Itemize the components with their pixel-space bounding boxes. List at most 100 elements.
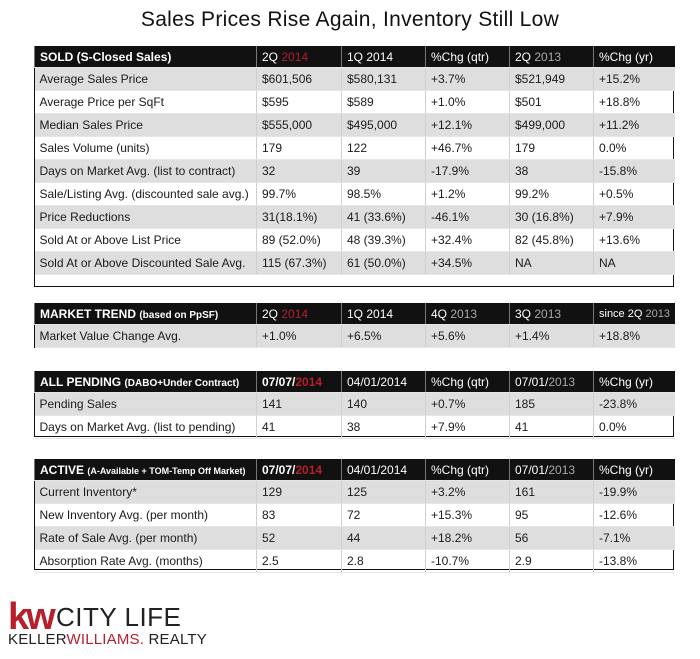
row-value: 89 (52.0%) [256,228,342,252]
row-value: +1.4% [509,324,594,348]
row-value: $580,131 [341,67,426,91]
table-row: Median Sales Price $555,000 $495,000 +12.1%… [34,113,675,137]
row-value: $601,506 [256,67,342,91]
row-value: +0.7% [425,392,510,416]
table-row: New Inventory Avg. (per month) 83 72 +15.3%… [34,503,675,527]
row-value: +5.6% [425,324,510,348]
table-row: Price Reductions 31(18.1%) 41 (33.6%) -46.1… [34,205,675,229]
trend-header-4q-2013: 4Q 2013 [425,303,510,325]
row-label: Current Inventory* [34,480,257,504]
row-value: 31(18.1%) [256,205,342,229]
row-value: +34.5% [425,251,510,275]
sold-header-1q-2014: 1Q 2014 [341,46,426,68]
row-value: 99.2% [509,182,594,206]
row-value: -46.1% [425,205,510,229]
kw-logo-mark: kw [8,596,56,638]
trend-header-2q-2014: 2Q 2014 [256,303,342,325]
table-row: Market Value Change Avg. +1.0% +6.5% +5.6% +… [34,324,675,348]
row-value: NA [593,251,675,275]
table-row: Sale/Listing Avg. (discounted sale avg.)… [34,182,675,206]
row-value: $499,000 [509,113,594,137]
row-value: +13.6% [593,228,675,252]
pending-header-chg-qtr: %Chg (qtr) [425,371,510,393]
table-row: Sales Volume (units) 179 122 +46.7% 179 0.0% [34,136,675,160]
row-value: 82 (45.8%) [509,228,594,252]
row-value: +15.2% [593,67,675,91]
row-value: 44 [341,526,426,550]
row-value: +11.2% [593,113,675,137]
market-trend-table: MARKET TREND (based on PpSF) 2Q 2014 1Q … [34,303,675,348]
row-label: Market Value Change Avg. [34,324,257,348]
sold-header-chg-qtr: %Chg (qtr) [425,46,510,68]
table-row: Sold At or Above Discounted Sale Avg. 115… [34,251,675,275]
row-label: Average Sales Price [34,67,257,91]
active-header-04-01-2014: 04/01/2014 [341,459,426,481]
row-value: $495,000 [341,113,426,137]
row-label: Sold At or Above List Price [34,228,257,252]
row-value: +6.5% [341,324,426,348]
row-value: 48 (39.3%) [341,228,426,252]
row-value: 0.0% [593,136,675,160]
page-title: Sales Prices Rise Again, Inventory Still… [140,8,560,31]
row-value: -15.8% [593,159,675,183]
table-row: Pending Sales 141 140 +0.7% 185 -23.8% [34,392,675,416]
all-pending-table: ALL PENDING (DABO+Under Contract) 07/07/… [34,371,675,439]
row-value: 129 [256,480,342,504]
trend-header-row: MARKET TREND (based on PpSF) 2Q 2014 1Q … [34,303,675,325]
city-life-wordmark: CITY LIFE [56,602,182,632]
row-label: New Inventory Avg. (per month) [34,503,257,527]
active-table: ACTIVE (A-Available + TOM-Temp Off Marke… [34,459,675,573]
table-row: Sold At or Above List Price 89 (52.0%) 48 … [34,228,675,252]
row-value: 41 [256,415,342,439]
row-value: $501 [509,90,594,114]
row-label: Rate of Sale Avg. (per month) [34,526,257,550]
row-value: 115 (67.3%) [256,251,342,275]
row-value: +15.3% [425,503,510,527]
sold-header-row: SOLD (S-Closed Sales) 2Q 2014 1Q 2014 %C… [34,46,675,68]
row-value: +1.0% [256,324,342,348]
row-value: 30 (16.8%) [509,205,594,229]
table-row: Current Inventory* 129 125 +3.2% 161 -19.9% [34,480,675,504]
row-value: -10.7% [425,549,510,573]
row-value: $589 [341,90,426,114]
row-value: $595 [256,90,342,114]
row-value: +3.7% [425,67,510,91]
row-value: +1.2% [425,182,510,206]
row-value: 52 [256,526,342,550]
row-value: -13.8% [593,549,675,573]
row-value: $555,000 [256,113,342,137]
sold-header-chg-yr: %Chg (yr) [593,46,675,68]
row-value: +32.4% [425,228,510,252]
row-value: 2.8 [341,549,426,573]
pending-header-04-01-2014: 04/01/2014 [341,371,426,393]
pending-header-chg-yr: %Chg (yr) [593,371,675,393]
row-value: +46.7% [425,136,510,160]
trend-header-category: MARKET TREND (based on PpSF) [34,303,257,325]
row-label: Sale/Listing Avg. (discounted sale avg.) [34,182,257,206]
row-value: +0.5% [593,182,675,206]
row-value: 179 [509,136,594,160]
row-value: 161 [509,480,594,504]
trend-header-since-2q-2013: since 2Q 2013 [593,303,675,325]
row-value: $521,949 [509,67,594,91]
trend-header-1q-2014: 1Q 2014 [341,303,426,325]
row-value: 72 [341,503,426,527]
table-row: Average Sales Price $601,506 $580,131 +3.7%… [34,67,675,91]
pending-header-07-07-2014: 07/07/2014 [256,371,342,393]
table-row: Average Price per SqFt $595 $589 +1.0% $501 +… [34,90,675,114]
row-label: Absorption Rate Avg. (months) [34,549,257,573]
active-header-07-01-2013: 07/01/2013 [509,459,594,481]
active-header-chg-qtr: %Chg (qtr) [425,459,510,481]
sold-header-category: SOLD (S-Closed Sales) [34,46,257,68]
row-value: 98.5% [341,182,426,206]
row-value: 122 [341,136,426,160]
row-label: Sales Volume (units) [34,136,257,160]
sold-header-2q-2013: 2Q 2013 [509,46,594,68]
row-value: +18.8% [593,324,675,348]
trend-header-3q-2013: 3Q 2013 [509,303,594,325]
row-value: +7.9% [593,205,675,229]
row-value: 185 [509,392,594,416]
row-value: 56 [509,526,594,550]
row-value: +7.9% [425,415,510,439]
row-value: +1.0% [425,90,510,114]
